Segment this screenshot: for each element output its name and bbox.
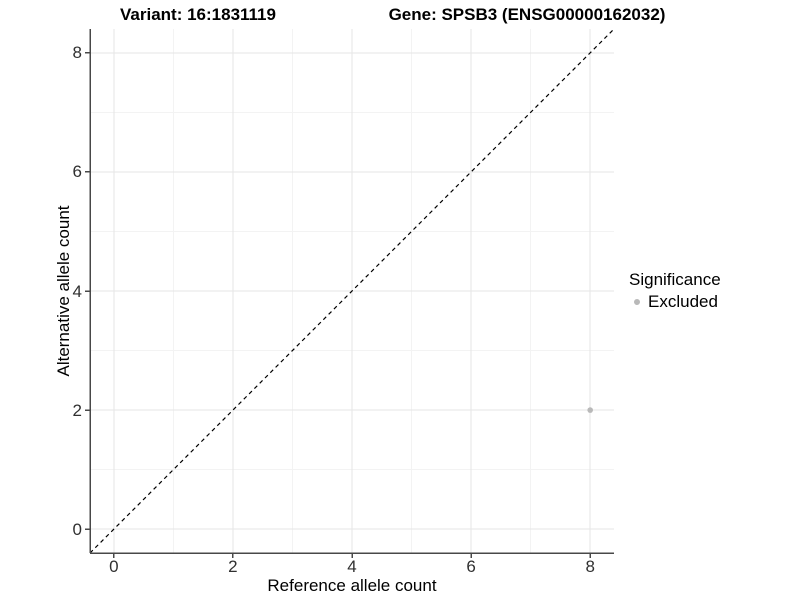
y-tick-label: 8	[72, 43, 82, 63]
x-axis-label: Reference allele count	[267, 576, 437, 595]
x-tick-label: 2	[228, 557, 238, 576]
identity-dashed-line	[89, 28, 615, 554]
plot-panel	[85, 28, 615, 558]
legend-point-icon	[634, 299, 640, 305]
legend-title: Significance	[629, 270, 721, 289]
x-tick-label: 8	[585, 557, 595, 576]
y-tick-label: 0	[72, 519, 82, 539]
y-tick-label: 4	[72, 281, 82, 301]
y-tick-label: 2	[72, 400, 82, 420]
plot-title-gene: Gene: SPSB3 (ENSG00000162032)	[388, 5, 666, 24]
legend-entries: Excluded	[629, 293, 721, 311]
plot-title-variant: Variant: 16:1831119	[120, 5, 276, 24]
legend-entry-label: Excluded	[648, 292, 718, 311]
x-tick-label: 6	[466, 557, 476, 576]
y-axis-label: Alternative allele count	[54, 205, 73, 377]
legend: Significance Excluded	[629, 269, 721, 311]
y-tick-label: 6	[72, 162, 82, 182]
legend-entry: Excluded	[629, 293, 721, 311]
chart-canvas	[85, 28, 615, 558]
x-tick-label: 4	[347, 557, 357, 576]
x-tick-label: 0	[109, 557, 119, 576]
data-point	[587, 407, 593, 413]
